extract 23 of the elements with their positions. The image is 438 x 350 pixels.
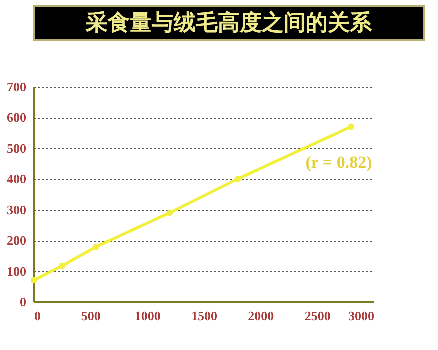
y-tick-label: 0 [20,294,26,310]
y-tick-label: 100 [7,264,26,279]
point [93,244,100,250]
chart-title: 采食量与绒毛高度之间的关系 [85,10,373,36]
annotation: (r = 0.82) [306,153,372,172]
x-tick-label: 3000 [348,308,374,324]
y-tick-label: 700 [7,80,26,94]
x-tick-label: 1000 [134,308,161,324]
x-tick-label: 0 [34,308,41,324]
point [234,176,242,182]
x-tick-label: 2500 [304,308,331,324]
x-tick-label: 1500 [192,308,218,324]
x-tick-label: 2000 [248,308,274,324]
x-tick-label: 500 [81,308,101,324]
y-tick-label: 500 [7,140,26,156]
y-tick-label: 300 [7,202,26,218]
y-tick-label: 200 [7,233,26,248]
point [166,210,174,216]
point [30,277,38,284]
y-tick-label: 600 [7,110,26,126]
point [59,262,66,270]
y-tick-label: 400 [7,172,26,187]
point [348,124,354,130]
